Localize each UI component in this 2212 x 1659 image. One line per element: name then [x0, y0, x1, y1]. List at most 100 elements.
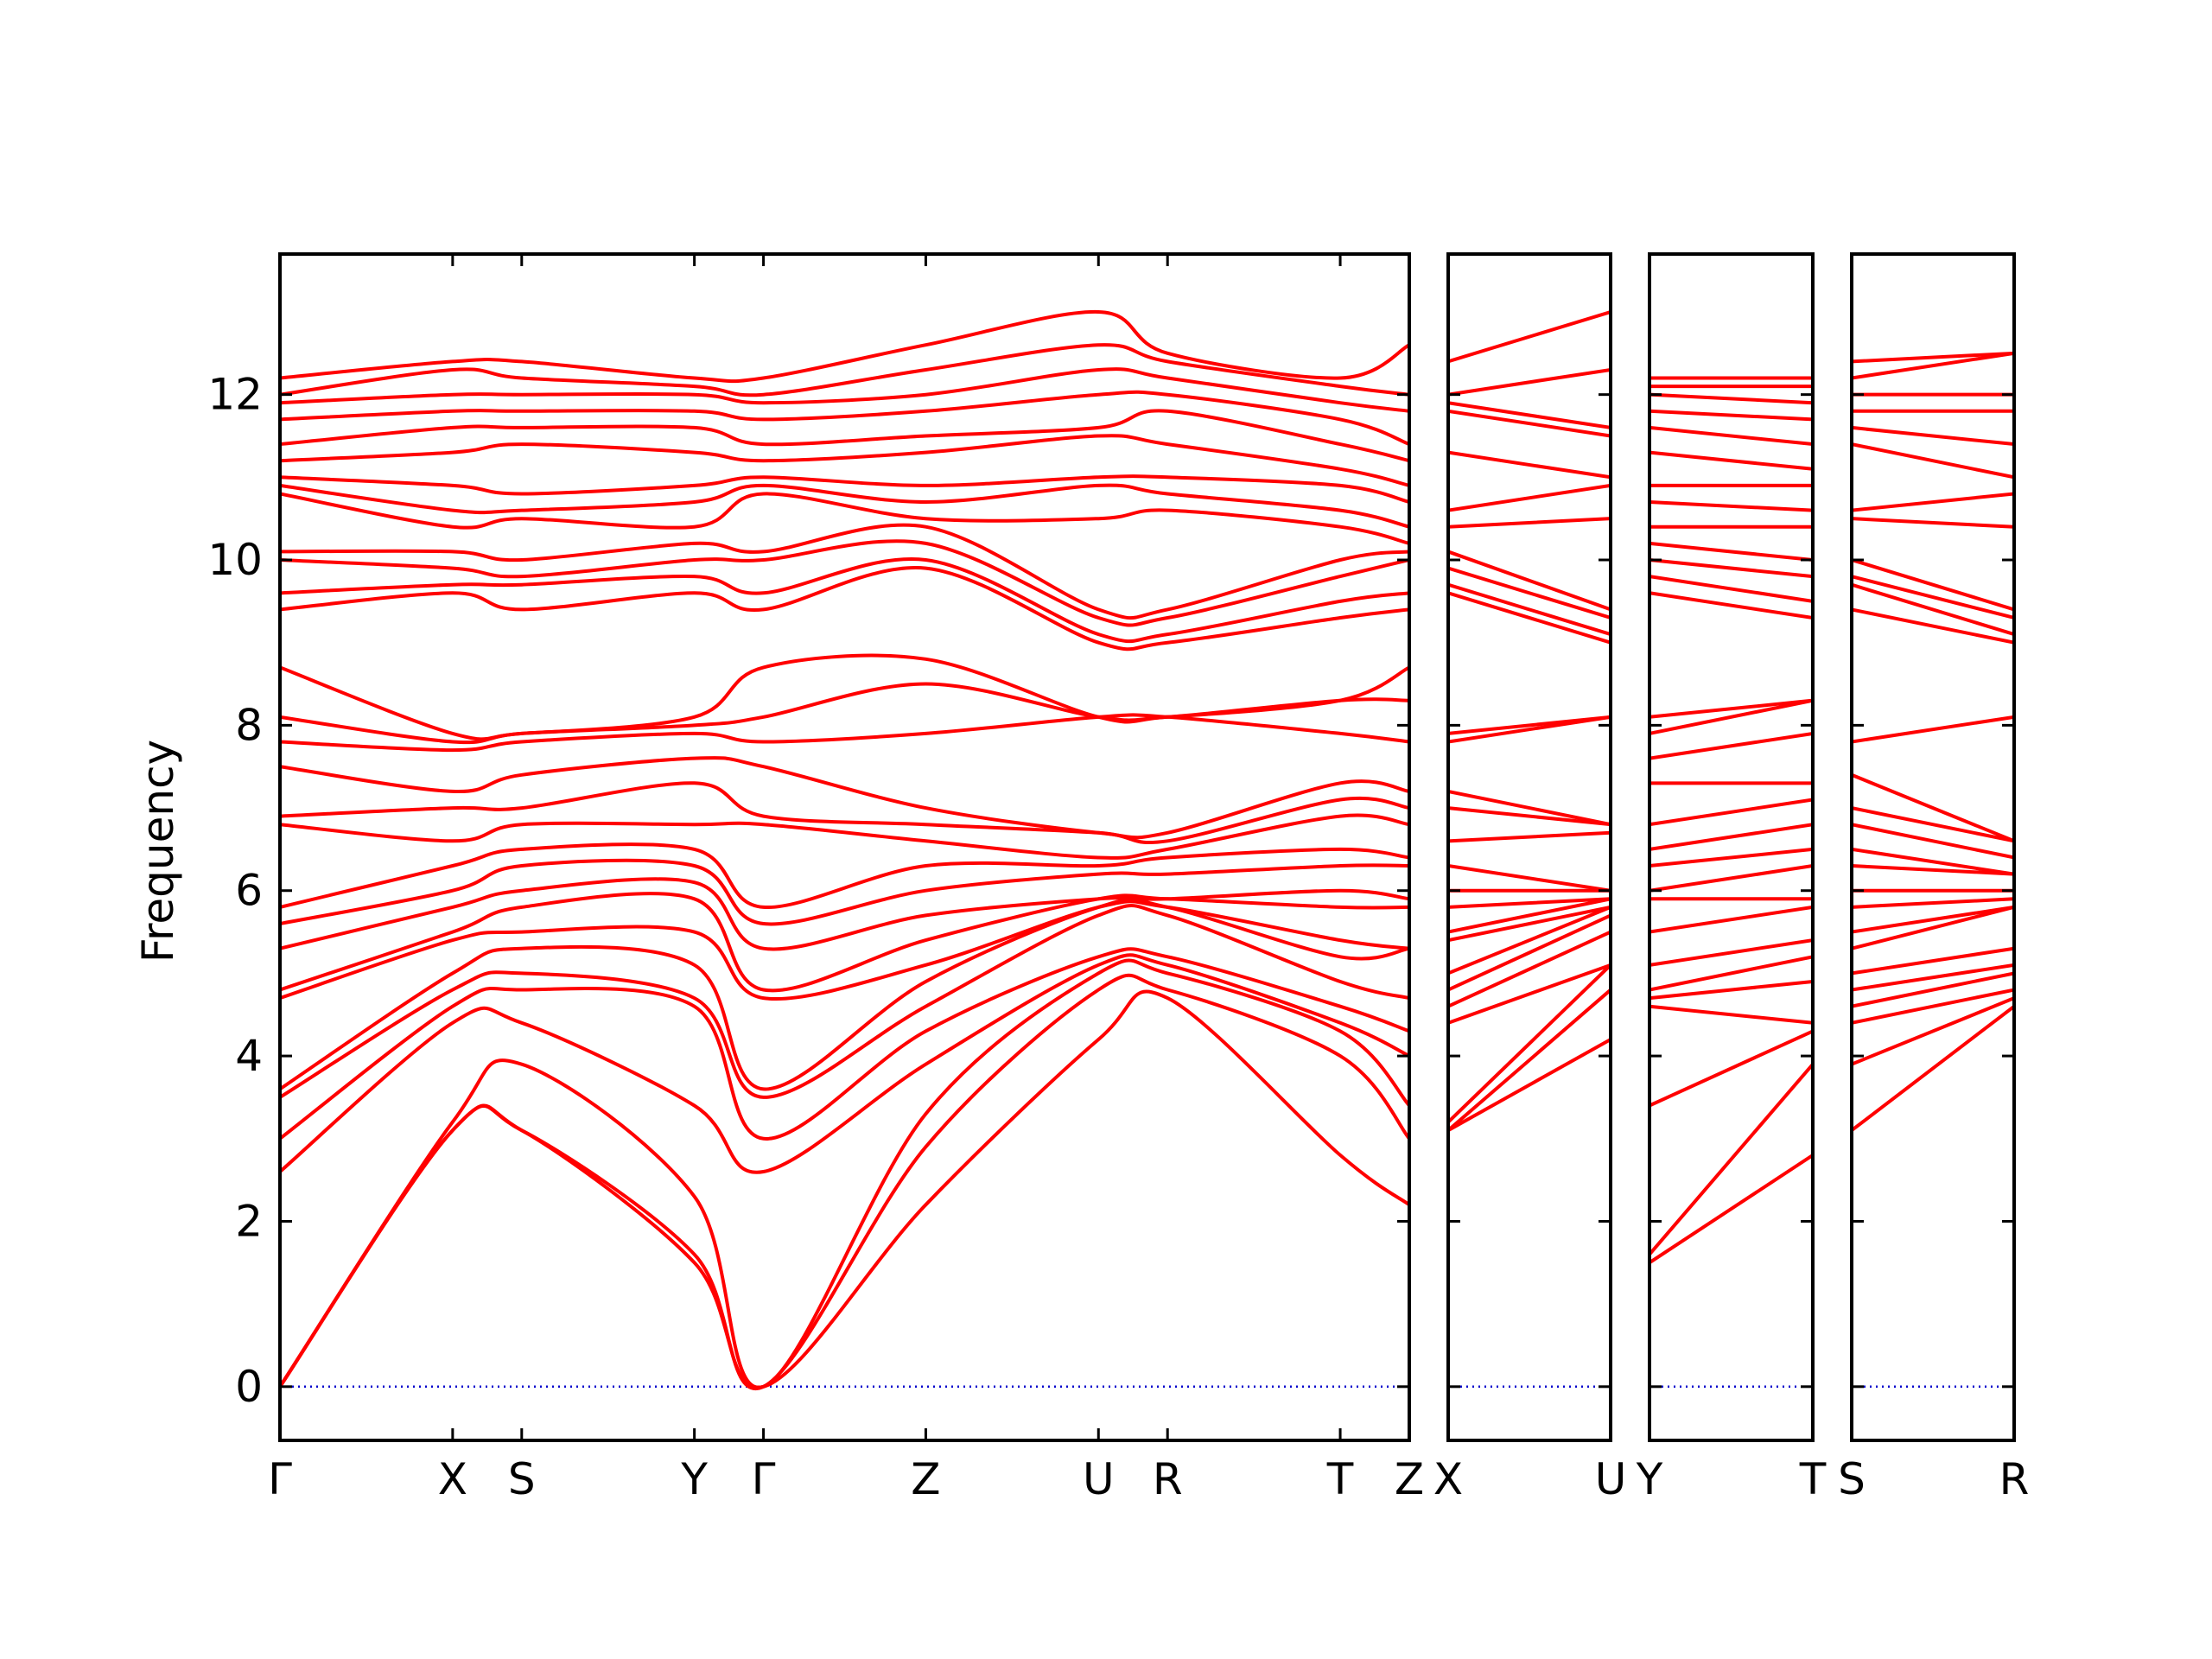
phonon-band-31 — [280, 309, 1409, 384]
panel-plot-area — [1448, 309, 1611, 1389]
phonon-band-12 — [1852, 847, 2014, 876]
x-tick-label-U: U — [1595, 1454, 1627, 1504]
phonon-band-18 — [1448, 591, 1611, 645]
phonon-band-19 — [1448, 582, 1611, 637]
phonon-band-14 — [1852, 806, 2014, 843]
x-tick-label-S: S — [508, 1454, 536, 1504]
x-tick-label-T: T — [1326, 1454, 1354, 1504]
phonon-band-16 — [1649, 698, 1813, 735]
phonon-band-5 — [280, 947, 1409, 1141]
phonon-band-11 — [280, 858, 1409, 926]
y-axis-title: Frequency — [133, 740, 183, 963]
phonon-band-7 — [1448, 905, 1611, 976]
phonon-band-25 — [1448, 409, 1611, 438]
phonon-band-1 — [1852, 1004, 2014, 1133]
x-tick-label-Γ: Γ — [268, 1454, 292, 1504]
phonon-band-23 — [1852, 442, 2014, 480]
x-tick-label-R: R — [1153, 1454, 1183, 1504]
phonon-band-2 — [280, 973, 1409, 1391]
phonon-band-15 — [1649, 731, 1813, 760]
phonon-band-28 — [1448, 309, 1611, 364]
phonon-band-6 — [1852, 946, 2014, 976]
phonon-band-19 — [1852, 575, 2014, 620]
phonon-band-4 — [1852, 971, 2014, 1008]
phonon-band-20 — [280, 557, 1409, 644]
phonon-band-18 — [1649, 591, 1813, 620]
phonon-band-23 — [1649, 500, 1813, 512]
x-tick-label-R: R — [1999, 1454, 2030, 1504]
phonon-band-22 — [1448, 517, 1611, 529]
y-tick-label: 0 — [235, 1362, 263, 1412]
phonon-band-25 — [280, 474, 1409, 504]
panel-plot-area — [1649, 376, 1813, 1389]
y-tick-label: 12 — [207, 370, 263, 420]
phonon-band-26 — [280, 434, 1409, 487]
phonon-band-27 — [1852, 351, 2014, 380]
x-tick-label-T: T — [1799, 1454, 1827, 1504]
phonon-band-20 — [1448, 566, 1611, 620]
y-axis: 0 2 4 6 8 10 12 — [207, 370, 263, 1412]
phonon-band-28 — [1649, 392, 1813, 405]
phonon-band-24 — [280, 483, 1409, 529]
phonon-band-17 — [1448, 715, 1611, 735]
phonon-band-29 — [280, 367, 1409, 413]
phonon-band-27 — [1649, 409, 1813, 422]
phonon-band-1 — [1649, 1153, 1813, 1265]
phonon-band-9 — [280, 892, 1409, 993]
phonon-band-10 — [280, 877, 1409, 951]
panel-plot-area — [1852, 351, 2014, 1389]
phonon-band-15 — [1852, 772, 2014, 843]
phonon-band-15 — [1448, 789, 1611, 827]
phonon-band-26 — [1649, 425, 1813, 447]
phonon-band-21 — [1448, 550, 1611, 612]
phonon-band-27 — [280, 409, 1409, 463]
phonon-band-12 — [1649, 823, 1813, 851]
phonon-band-21 — [1649, 541, 1813, 563]
phonon-band-14 — [1448, 806, 1611, 827]
phonon-band-24 — [1448, 450, 1611, 480]
y-tick-label: 4 — [235, 1031, 263, 1081]
phonon-band-12 — [1448, 864, 1611, 893]
phonon-band-6 — [1448, 913, 1611, 992]
phonon-band-11 — [1649, 847, 1813, 868]
x-tick-label-U: U — [1083, 1454, 1115, 1504]
phonon-band-16 — [1852, 715, 2014, 744]
phonon-band-5 — [1852, 963, 2014, 992]
phonon-band-30 — [280, 343, 1409, 397]
y-tick-label: 10 — [207, 535, 263, 585]
phonon-band-10 — [1649, 864, 1813, 893]
phonon-band-17 — [1649, 698, 1813, 719]
phonon-band-17 — [1852, 607, 2014, 645]
phonon-band-8 — [1852, 905, 2014, 934]
phonon-band-16 — [280, 713, 1409, 753]
y-tick-label: 8 — [235, 700, 263, 750]
phonon-band-3 — [1852, 988, 2014, 1025]
phonon-band-12 — [280, 842, 1409, 909]
panel-frame — [1446, 252, 1612, 1442]
x-tick-label-X: X — [438, 1454, 467, 1504]
phonon-band-6 — [1649, 955, 1813, 992]
phonon-band-6 — [280, 904, 1409, 1099]
phonon-band-5 — [1649, 979, 1813, 1001]
phonon-band-13 — [1649, 798, 1813, 827]
phonon-band-2 — [1649, 1062, 1813, 1256]
phonon-band-4 — [1649, 1004, 1813, 1025]
phonon-band-2 — [1852, 996, 2014, 1066]
phonon-band-23 — [1448, 483, 1611, 512]
phonon-band-3 — [1649, 1029, 1813, 1108]
phonon-band-4 — [280, 953, 1409, 1174]
phonon-band-25 — [1649, 450, 1813, 471]
phonon-band-19 — [1649, 575, 1813, 603]
phonon-band-13 — [280, 813, 1409, 860]
x-tick-label-X: X — [1433, 1454, 1463, 1504]
phonon-band-7 — [1649, 938, 1813, 967]
panel-plot-area — [280, 309, 1409, 1391]
phonon-band-5 — [1448, 930, 1611, 1008]
phonon-band-27 — [1448, 367, 1611, 397]
x-tick-label-Y: Y — [680, 1454, 708, 1504]
phonon-band-10 — [1448, 897, 1611, 909]
panel-frame — [1648, 252, 1815, 1442]
